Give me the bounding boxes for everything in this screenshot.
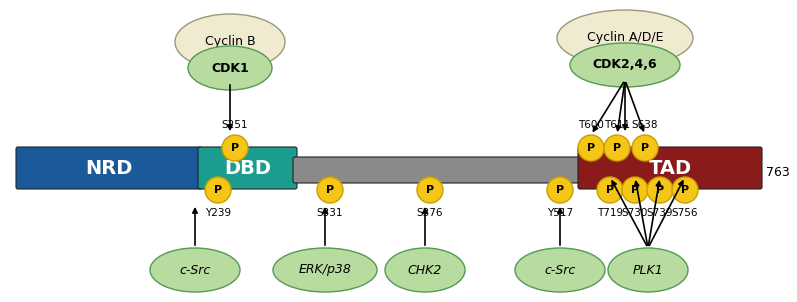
- Text: 763: 763: [766, 165, 790, 178]
- FancyBboxPatch shape: [16, 147, 202, 189]
- Ellipse shape: [317, 177, 343, 203]
- Text: S331: S331: [316, 208, 344, 218]
- Text: S376: S376: [417, 208, 443, 218]
- Text: P: P: [631, 185, 639, 195]
- Ellipse shape: [647, 177, 673, 203]
- Text: P: P: [326, 185, 334, 195]
- Text: Cyclin A/D/E: Cyclin A/D/E: [587, 31, 663, 44]
- FancyBboxPatch shape: [578, 147, 762, 189]
- Text: P: P: [606, 185, 614, 195]
- Ellipse shape: [188, 46, 272, 90]
- Ellipse shape: [222, 135, 248, 161]
- FancyBboxPatch shape: [198, 147, 297, 189]
- Text: P: P: [681, 185, 689, 195]
- Text: P: P: [587, 143, 595, 153]
- Text: PLK1: PLK1: [633, 264, 663, 277]
- Ellipse shape: [604, 135, 630, 161]
- Ellipse shape: [608, 248, 688, 292]
- Text: TAD: TAD: [649, 159, 692, 178]
- Text: S739: S739: [646, 208, 673, 218]
- Text: DBD: DBD: [224, 159, 271, 178]
- Text: P: P: [656, 185, 664, 195]
- Ellipse shape: [570, 43, 680, 87]
- Text: CHK2: CHK2: [408, 264, 442, 277]
- FancyBboxPatch shape: [293, 157, 582, 183]
- Ellipse shape: [417, 177, 443, 203]
- Text: P: P: [426, 185, 434, 195]
- Text: S756: S756: [672, 208, 698, 218]
- Text: P: P: [231, 143, 239, 153]
- Text: T719: T719: [597, 208, 623, 218]
- Ellipse shape: [597, 177, 623, 203]
- Text: NRD: NRD: [85, 159, 132, 178]
- Text: CDK1: CDK1: [211, 62, 249, 75]
- Text: T611: T611: [604, 120, 630, 130]
- Text: c-Src: c-Src: [179, 264, 210, 277]
- Ellipse shape: [622, 177, 648, 203]
- Text: T600: T600: [578, 120, 604, 130]
- Text: Y239: Y239: [205, 208, 231, 218]
- Ellipse shape: [385, 248, 465, 292]
- Text: c-Src: c-Src: [544, 264, 575, 277]
- Text: S251: S251: [222, 120, 248, 130]
- Ellipse shape: [150, 248, 240, 292]
- Text: Cyclin B: Cyclin B: [205, 36, 255, 49]
- Ellipse shape: [578, 135, 604, 161]
- Text: P: P: [641, 143, 649, 153]
- Ellipse shape: [557, 10, 693, 66]
- Ellipse shape: [273, 248, 377, 292]
- Ellipse shape: [672, 177, 698, 203]
- Text: S638: S638: [632, 120, 658, 130]
- Ellipse shape: [175, 14, 285, 70]
- Text: P: P: [613, 143, 621, 153]
- Ellipse shape: [205, 177, 231, 203]
- Ellipse shape: [515, 248, 605, 292]
- Text: S730: S730: [622, 208, 648, 218]
- Ellipse shape: [547, 177, 573, 203]
- Ellipse shape: [632, 135, 658, 161]
- Text: Y517: Y517: [547, 208, 573, 218]
- Text: P: P: [556, 185, 564, 195]
- Text: P: P: [214, 185, 222, 195]
- Text: CDK2,4,6: CDK2,4,6: [593, 59, 658, 72]
- Text: ERK/p38: ERK/p38: [299, 264, 351, 277]
